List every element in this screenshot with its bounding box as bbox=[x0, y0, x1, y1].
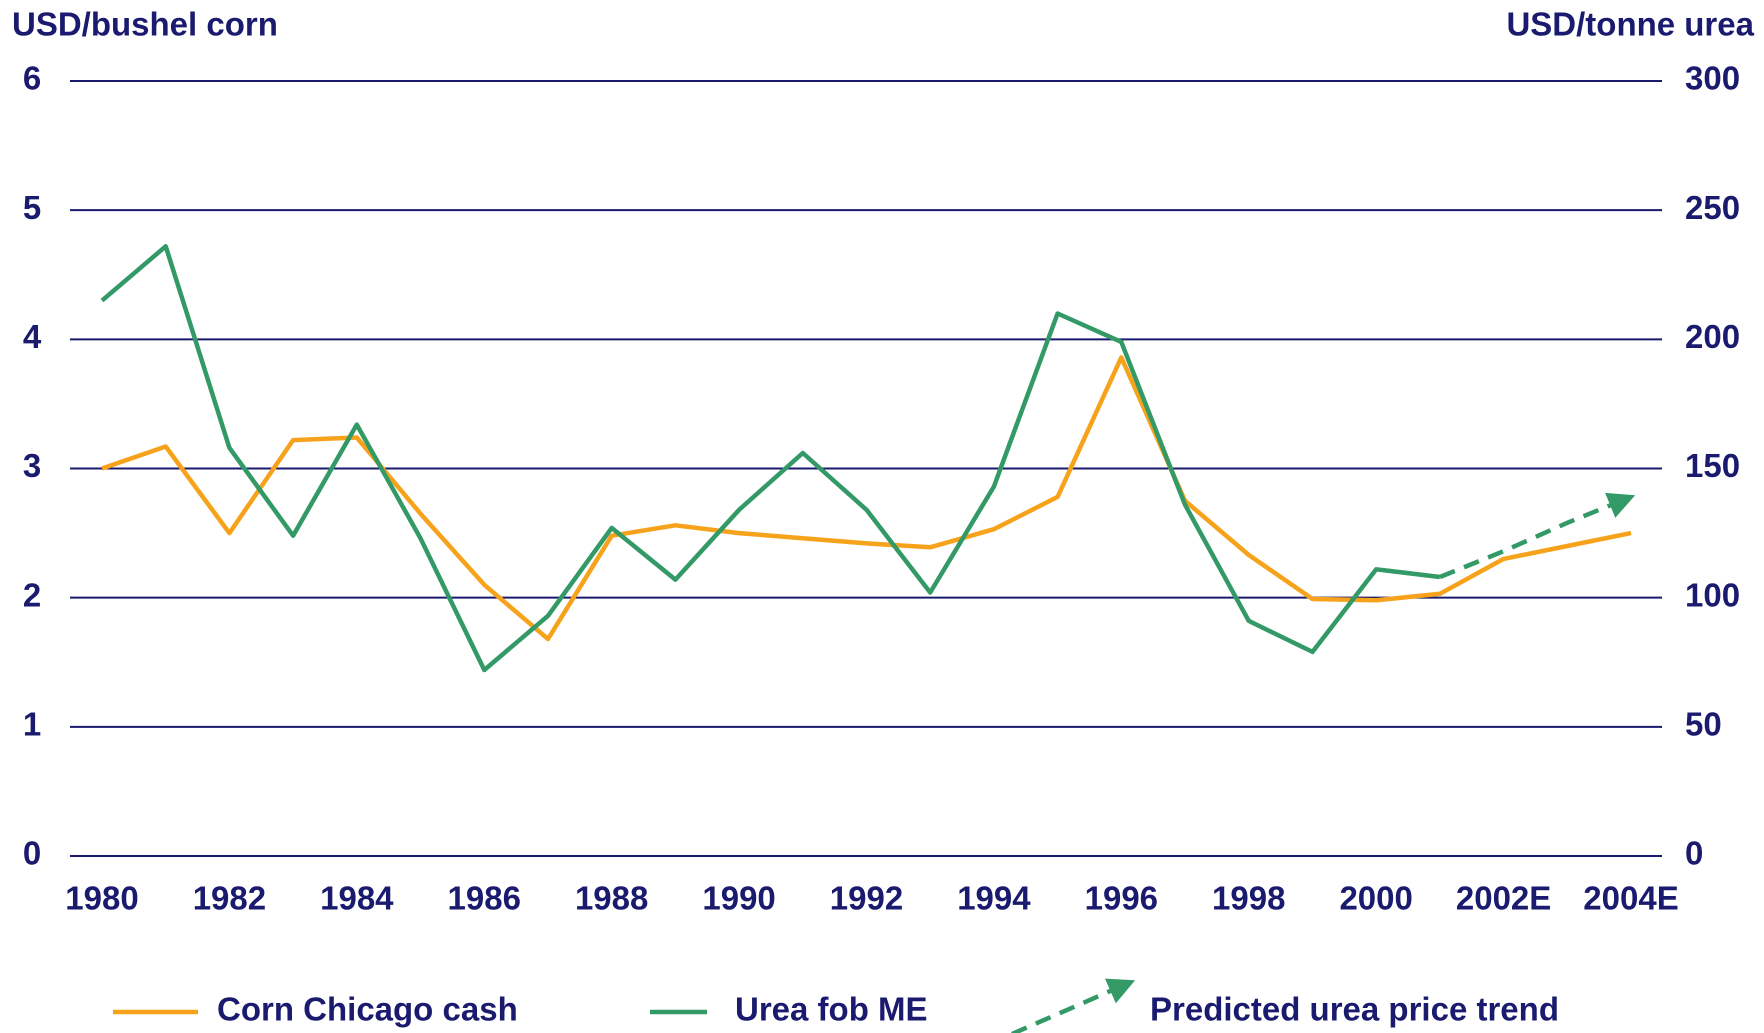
x-tick-label: 1982 bbox=[193, 880, 266, 917]
y2-tick-label: 150 bbox=[1685, 447, 1740, 484]
y-tick-label: 3 bbox=[23, 447, 41, 484]
y2-tick-label: 250 bbox=[1685, 189, 1740, 226]
y2-tick-label: 0 bbox=[1685, 835, 1703, 872]
y2-tick-label: 50 bbox=[1685, 706, 1722, 743]
y2-tick-label: 300 bbox=[1685, 60, 1740, 97]
legend-label: Corn Chicago cash bbox=[217, 991, 518, 1028]
series-line bbox=[101, 355, 1632, 642]
y-tick-label: 1 bbox=[23, 706, 41, 743]
x-tick-label: 2004E bbox=[1583, 880, 1678, 917]
series-line bbox=[1439, 492, 1636, 580]
legend-label: Predicted urea price trend bbox=[1150, 991, 1559, 1028]
x-tick-label: 1984 bbox=[320, 880, 394, 917]
series-line bbox=[100, 244, 1441, 673]
x-tick-label: 1988 bbox=[575, 880, 648, 917]
x-tick-label: 1994 bbox=[957, 880, 1031, 917]
y-axis-title: USD/bushel corn bbox=[12, 6, 278, 43]
x-tick-label: 1986 bbox=[448, 880, 521, 917]
y2-tick-label: 100 bbox=[1685, 576, 1740, 613]
y-tick-label: 0 bbox=[23, 835, 41, 872]
x-tick-label: 2002E bbox=[1456, 880, 1551, 917]
x-tick-label: 1998 bbox=[1212, 880, 1285, 917]
y2-tick-label: 200 bbox=[1685, 318, 1740, 355]
x-tick-label: 1980 bbox=[65, 880, 138, 917]
x-tick-label: 2000 bbox=[1339, 880, 1412, 917]
y2-axis-title: USD/tonne urea bbox=[1506, 6, 1754, 43]
y-tick-label: 6 bbox=[23, 60, 41, 97]
y-tick-label: 2 bbox=[23, 576, 41, 613]
y-tick-label: 4 bbox=[23, 318, 42, 355]
legend-swatch bbox=[1011, 978, 1136, 1033]
y-tick-label: 5 bbox=[23, 189, 41, 226]
x-tick-label: 1996 bbox=[1085, 880, 1158, 917]
x-tick-label: 1992 bbox=[830, 880, 903, 917]
x-tick-label: 1990 bbox=[702, 880, 775, 917]
legend-label: Urea fob ME bbox=[735, 991, 928, 1028]
